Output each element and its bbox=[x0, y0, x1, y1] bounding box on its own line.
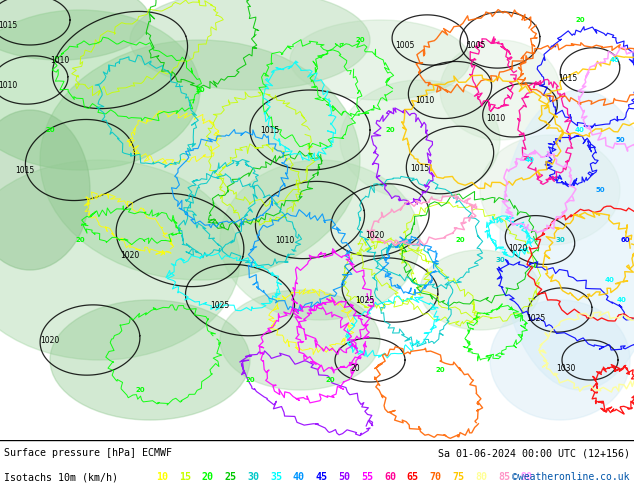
Text: ©weatheronline.co.uk: ©weatheronline.co.uk bbox=[512, 472, 630, 482]
Text: 1020: 1020 bbox=[120, 250, 139, 260]
Text: 50: 50 bbox=[339, 472, 351, 482]
Text: 1015: 1015 bbox=[15, 166, 35, 174]
Text: 40: 40 bbox=[575, 127, 585, 133]
Text: 20: 20 bbox=[75, 237, 85, 243]
Text: 65: 65 bbox=[407, 472, 419, 482]
Text: 1010: 1010 bbox=[50, 55, 70, 65]
Text: 30: 30 bbox=[495, 257, 505, 263]
Ellipse shape bbox=[130, 0, 370, 90]
Ellipse shape bbox=[0, 160, 240, 360]
Text: 1025: 1025 bbox=[356, 295, 375, 304]
Text: 1015: 1015 bbox=[0, 21, 18, 29]
Text: 50: 50 bbox=[595, 187, 605, 193]
Text: 1005: 1005 bbox=[467, 41, 486, 49]
Text: 1025: 1025 bbox=[210, 300, 230, 310]
Text: 60: 60 bbox=[620, 237, 630, 243]
Text: 75: 75 bbox=[453, 472, 464, 482]
Text: 40: 40 bbox=[293, 472, 305, 482]
Text: 15: 15 bbox=[179, 472, 191, 482]
Text: 1020: 1020 bbox=[365, 230, 385, 240]
Text: 1010: 1010 bbox=[415, 96, 435, 104]
Text: 55: 55 bbox=[361, 472, 373, 482]
Text: 30: 30 bbox=[555, 237, 565, 243]
Text: 20: 20 bbox=[202, 472, 214, 482]
Text: 20: 20 bbox=[195, 87, 205, 93]
Text: 20: 20 bbox=[435, 367, 445, 373]
Text: 35: 35 bbox=[270, 472, 282, 482]
Text: 20: 20 bbox=[575, 17, 585, 23]
Ellipse shape bbox=[0, 10, 200, 170]
Ellipse shape bbox=[40, 40, 360, 280]
Ellipse shape bbox=[440, 40, 560, 140]
Text: 1020: 1020 bbox=[508, 244, 527, 252]
Text: 1015: 1015 bbox=[410, 164, 430, 172]
Text: 60: 60 bbox=[384, 472, 396, 482]
Text: 70: 70 bbox=[430, 472, 442, 482]
Ellipse shape bbox=[0, 0, 150, 60]
Text: 20: 20 bbox=[45, 127, 55, 133]
Text: 20: 20 bbox=[325, 377, 335, 383]
Ellipse shape bbox=[340, 80, 500, 200]
Text: 1005: 1005 bbox=[396, 41, 415, 49]
Ellipse shape bbox=[480, 135, 620, 245]
Text: 1015: 1015 bbox=[261, 125, 280, 135]
Text: 1010: 1010 bbox=[275, 236, 295, 245]
Text: 85: 85 bbox=[498, 472, 510, 482]
Text: 1030: 1030 bbox=[556, 364, 576, 372]
Ellipse shape bbox=[290, 20, 470, 100]
Text: 1010: 1010 bbox=[486, 114, 506, 122]
Text: 90: 90 bbox=[521, 472, 533, 482]
Ellipse shape bbox=[490, 300, 630, 420]
Ellipse shape bbox=[420, 250, 540, 330]
Text: 20: 20 bbox=[135, 387, 145, 393]
Text: Surface pressure [hPa] ECMWF: Surface pressure [hPa] ECMWF bbox=[4, 448, 172, 458]
Text: 30: 30 bbox=[247, 472, 259, 482]
Text: 20: 20 bbox=[245, 377, 255, 383]
Text: Sa 01-06-2024 00:00 UTC (12+156): Sa 01-06-2024 00:00 UTC (12+156) bbox=[438, 448, 630, 458]
Text: 20: 20 bbox=[385, 127, 395, 133]
Ellipse shape bbox=[0, 110, 90, 270]
Text: 40: 40 bbox=[610, 57, 620, 63]
Text: 40: 40 bbox=[525, 157, 535, 163]
Text: 40: 40 bbox=[605, 277, 615, 283]
Text: 10: 10 bbox=[156, 472, 168, 482]
Text: 50: 50 bbox=[615, 137, 625, 143]
Text: 1010: 1010 bbox=[0, 80, 18, 90]
Text: 20: 20 bbox=[455, 237, 465, 243]
Text: Isotachs 10m (km/h): Isotachs 10m (km/h) bbox=[4, 472, 118, 482]
Text: 40: 40 bbox=[617, 297, 627, 303]
Ellipse shape bbox=[50, 300, 250, 420]
Ellipse shape bbox=[220, 160, 420, 320]
Text: 25: 25 bbox=[224, 472, 236, 482]
Text: 1015: 1015 bbox=[559, 74, 578, 82]
Ellipse shape bbox=[220, 290, 380, 390]
Ellipse shape bbox=[500, 90, 634, 390]
Text: 20: 20 bbox=[350, 364, 360, 372]
Text: 80: 80 bbox=[476, 472, 487, 482]
Text: 20: 20 bbox=[355, 37, 365, 43]
Text: 45: 45 bbox=[316, 472, 328, 482]
Text: 1020: 1020 bbox=[41, 336, 60, 344]
Text: 1025: 1025 bbox=[526, 314, 546, 322]
